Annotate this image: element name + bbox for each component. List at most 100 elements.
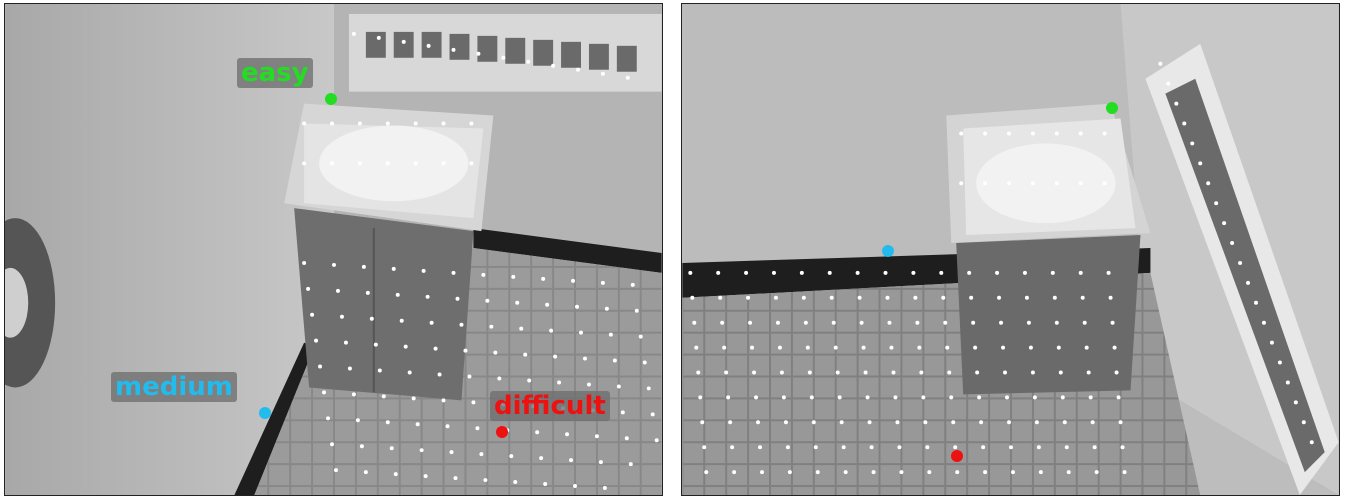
grid-point [1054, 131, 1059, 136]
grid-point [579, 330, 583, 335]
grid-point [634, 308, 639, 313]
grid-point [604, 306, 609, 311]
grid-point [1078, 181, 1083, 186]
grid-point [471, 400, 476, 405]
grid-point [1080, 295, 1085, 300]
grid-point [1206, 181, 1211, 186]
grid-point [497, 376, 502, 381]
grid-point [441, 161, 446, 166]
grid-point [698, 395, 703, 400]
grid-point [955, 470, 960, 475]
baseboard [473, 228, 662, 273]
grid-point [475, 426, 480, 431]
grid-point [519, 326, 524, 331]
grid-point [923, 420, 928, 425]
grid-point [361, 264, 366, 269]
grid-point [1108, 295, 1113, 300]
grid-point [463, 348, 468, 353]
grid-point [1007, 131, 1011, 136]
grid-point [704, 470, 709, 475]
grid-point [1277, 360, 1282, 365]
grid-point [983, 470, 988, 475]
grid-point [426, 43, 431, 48]
grid-point [557, 380, 562, 385]
grid-point [973, 345, 978, 350]
grid-point [893, 395, 898, 400]
grid-point [700, 420, 705, 425]
grid-point [799, 270, 804, 275]
grid-point [479, 452, 484, 457]
grid-point [395, 292, 400, 297]
grid-point [1022, 270, 1027, 275]
grid-point [857, 295, 862, 300]
grid-point [594, 434, 599, 439]
grid-point [831, 320, 836, 325]
grid-point [1050, 270, 1055, 275]
grid-point [365, 290, 370, 295]
grid-point [527, 378, 532, 383]
grid-point [833, 345, 838, 350]
grid-point [539, 456, 544, 461]
radiator-right [1145, 43, 1339, 495]
grid-point [1001, 345, 1006, 350]
grid-point [445, 424, 450, 429]
grid-point [1030, 181, 1035, 186]
grid-point [501, 55, 506, 60]
grid-point [451, 47, 456, 52]
grid-point [407, 370, 412, 375]
grid-point [724, 370, 729, 375]
grid-point [843, 470, 848, 475]
grid-point [545, 302, 550, 307]
grid-point [801, 295, 806, 300]
grid-point [543, 482, 548, 487]
grid-point [322, 390, 327, 395]
grid-point [650, 412, 655, 417]
grid-point [807, 370, 812, 375]
grid-point [654, 438, 659, 443]
grid-point [1293, 400, 1298, 405]
grid-point [469, 121, 474, 126]
grid-point [837, 395, 842, 400]
grid-point [921, 395, 926, 400]
grid-point [1118, 420, 1123, 425]
grid-point [997, 295, 1002, 300]
grid-point [625, 75, 630, 80]
grid-point [509, 454, 514, 459]
grid-point [306, 286, 311, 291]
grid-point [1110, 320, 1115, 325]
grid-point [913, 295, 918, 300]
grid-point [612, 358, 617, 363]
grid-point [476, 51, 481, 56]
grid-point [867, 420, 872, 425]
grid-point [750, 345, 755, 350]
grid-point [915, 320, 920, 325]
grid-point [1058, 370, 1063, 375]
grid-point [513, 480, 518, 485]
grid-point [1066, 470, 1071, 475]
grid-point [995, 270, 1000, 275]
right-view-image [681, 3, 1340, 496]
grid-point [363, 470, 368, 475]
grid-point [947, 370, 952, 375]
grid-point [702, 445, 707, 450]
grid-point [423, 474, 428, 479]
grid-point [571, 278, 576, 283]
grid-point [1064, 445, 1069, 450]
grid-point [775, 320, 780, 325]
grid-point [835, 370, 840, 375]
grid-point [953, 445, 958, 450]
grid-point [373, 342, 378, 347]
left-view-image: easy medium difficult [4, 3, 663, 496]
grid-point [1222, 221, 1227, 226]
grid-point [357, 161, 362, 166]
grid-point [330, 161, 334, 166]
grid-point [839, 420, 844, 425]
grid-point [565, 432, 570, 437]
grid-point [449, 450, 454, 455]
grid-point [310, 312, 315, 317]
grid-point [959, 181, 964, 186]
grid-point [1120, 445, 1125, 450]
grid-point [437, 372, 442, 377]
grid-point [586, 382, 591, 387]
grid-point [318, 364, 323, 369]
